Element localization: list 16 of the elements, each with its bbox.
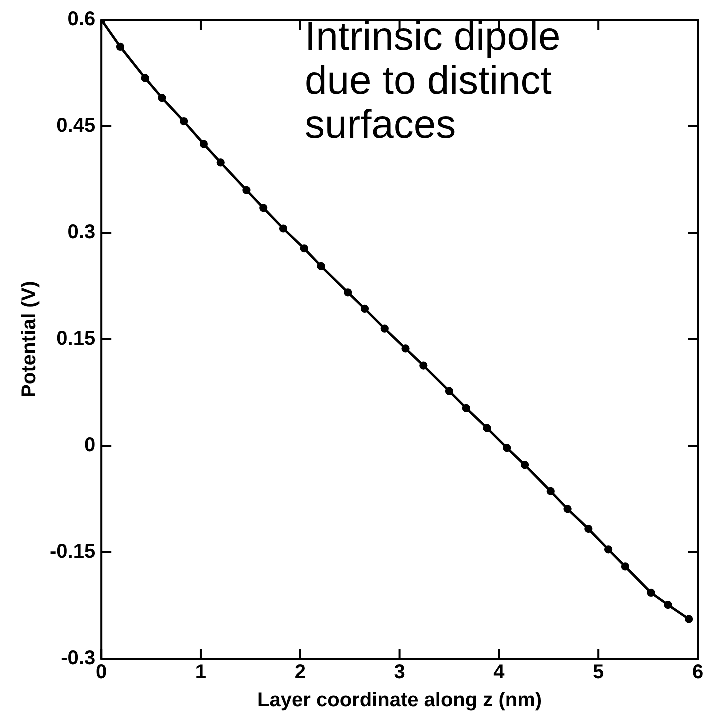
x-tick-label: 2 [294, 662, 306, 684]
x-tick-label: 1 [195, 662, 207, 684]
y-tick-label: 0.15 [56, 328, 96, 350]
y-tick-label: 0 [84, 434, 96, 457]
y-tick-label: -0.3 [61, 648, 96, 670]
annotation: Intrinsic dipole due to distinct surfaces [305, 15, 562, 147]
x-tick-label: 6 [692, 662, 704, 684]
x-axis-title: Layer coordinate along z (nm) [258, 690, 542, 712]
x-tick-label: 4 [494, 662, 506, 684]
x-tick-label: 5 [593, 662, 604, 684]
x-tick-label: 3 [394, 662, 406, 684]
y-tick-label: 0.6 [68, 8, 96, 31]
y-tick-label: -0.15 [50, 541, 96, 564]
y-tick-label: 0.45 [56, 115, 96, 138]
y-axis-title: Potential (V) [18, 281, 41, 398]
y-tick-label: 0.3 [68, 222, 96, 244]
